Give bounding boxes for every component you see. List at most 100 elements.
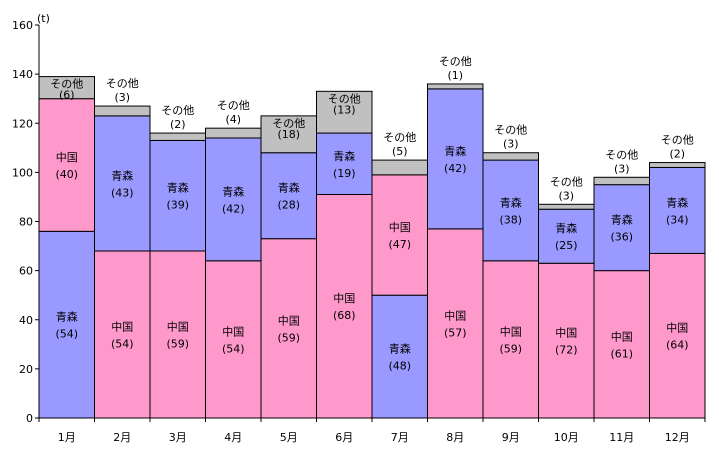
segment-percent-label: (68) [333,309,356,322]
segment-percent-label: (18) [277,128,300,141]
y-tick-label: 0 [26,412,33,425]
segment-percent-label: (42) [222,202,245,215]
segment-percent-label: (61) [610,347,633,360]
segment-name-label: その他 [161,104,194,117]
bar-stack: 中国 (57) 青森 (42) その他(1) [427,55,484,419]
bar-segment [260,152,317,240]
segment-name-label: その他 [272,117,305,130]
segment-name-label: 中国 [611,330,633,343]
segment-percent-label: (3) [503,138,519,151]
bar-segment [593,184,650,272]
bar-segment [649,162,706,168]
bar-segment [649,166,706,254]
bar-segment [316,193,373,419]
segment-percent-label: (54) [55,328,78,341]
segment-name-label: 青森 [111,168,133,182]
segment-name-label: 中国 [555,327,577,340]
segment-percent-label: (36) [610,231,633,244]
bar-segment [427,88,484,230]
segment-percent-label: (54) [222,342,245,355]
segment-name-label: 青森 [278,181,300,195]
y-tick-label: 160 [12,19,33,32]
segment-percent-label: (2) [170,118,186,131]
segment-percent-label: (25) [555,239,578,252]
bar-segment [538,262,595,419]
segment-name-label: 青森 [56,310,78,324]
segment-name-label: 中国 [500,325,522,338]
segment-percent-label: (28) [277,199,300,212]
bar-segment [482,152,539,161]
bar-segment [38,230,95,419]
y-tick-label: 120 [12,117,33,130]
segment-name-label: 中国 [222,325,244,338]
bar-stack: 中国 (59) 青森 (38) その他(3) [482,124,539,419]
y-tick-label: 100 [12,166,33,179]
segment-name-label: 中国 [666,322,688,335]
x-tick-label: 12月 [665,431,690,444]
segment-percent-label: (6) [59,89,75,102]
segment-name-label: その他 [661,134,694,147]
x-axis: 1月 2月 3月 4月 5月 6月 7月 8月 9月 10月 11月 12月 [38,417,706,444]
bar-stack: 中国 (54) 青森 (42) その他(4) [205,99,262,419]
x-tick-label: 6月 [335,431,353,444]
segment-name-label: 青森 [222,184,244,198]
bar-stack: 中国 (72) 青森 (25) その他(3) [538,175,595,419]
segment-name-label: 青森 [611,213,633,227]
segment-percent-label: (5) [392,145,408,158]
segment-percent-label: (47) [388,238,411,251]
segment-percent-label: (4) [225,113,241,126]
segment-percent-label: (3) [614,162,630,175]
segment-percent-label: (13) [333,103,356,116]
segment-name-label: その他 [550,175,583,188]
bar-stack: 中国 (64) 青森 (34) その他(2) [649,134,706,419]
segment-name-label: その他 [494,124,527,137]
segment-name-label: その他 [328,92,361,105]
segment-percent-label: (3) [558,189,574,202]
x-tick-label: 10月 [554,431,579,444]
segment-name-label: その他 [383,131,416,144]
x-tick-label: 8月 [446,431,464,444]
segment-name-label: その他 [50,78,83,91]
segment-percent-label: (40) [55,168,78,181]
segment-percent-label: (59) [166,337,189,350]
bar-segment [649,252,706,419]
bar-segment [205,127,262,139]
bar-segment [149,250,206,419]
bar-segment [371,174,428,296]
bar-segment [371,159,428,176]
segment-percent-label: (59) [277,331,300,344]
segment-name-label: その他 [605,148,638,161]
segment-name-label: 青森 [444,144,466,158]
segment-name-label: その他 [217,99,250,112]
bar-segment [94,250,151,419]
bar-stack: 中国 (61) 青森 (36) その他(3) [593,148,650,419]
segment-name-label: 中国 [389,221,411,234]
segment-name-label: 青森 [167,181,189,195]
x-tick-label: 9月 [502,431,520,444]
bar-segment [205,137,262,262]
bar-segment [538,203,595,210]
segment-percent-label: (1) [447,69,463,82]
segment-name-label: 中国 [278,314,300,327]
bar-segment [482,159,539,262]
segment-percent-label: (43) [111,186,134,199]
bar-segment [593,176,650,186]
bar-segment [38,76,95,100]
x-tick-label: 5月 [280,431,298,444]
segment-percent-label: (54) [111,337,134,350]
segment-name-label: その他 [106,77,139,90]
segment-percent-label: (2) [669,148,685,161]
bar-stack: 中国 (59) 青森 (28) その他(18) [260,115,317,419]
segment-name-label: 中国 [111,320,133,333]
y-tick-label: 60 [19,265,33,278]
segment-name-label: 青森 [666,195,688,209]
segment-percent-label: (3) [114,91,130,104]
segment-name-label: 青森 [333,149,355,163]
bar-segment [482,260,539,419]
x-tick-label: 4月 [224,431,242,444]
y-tick-label: 40 [19,314,33,327]
bar-segment [94,115,151,252]
segment-percent-label: (72) [555,344,578,357]
bar-stack: 青森 (54) 中国 (40) その他(6) [38,76,95,419]
y-tick-label: 140 [12,68,33,81]
